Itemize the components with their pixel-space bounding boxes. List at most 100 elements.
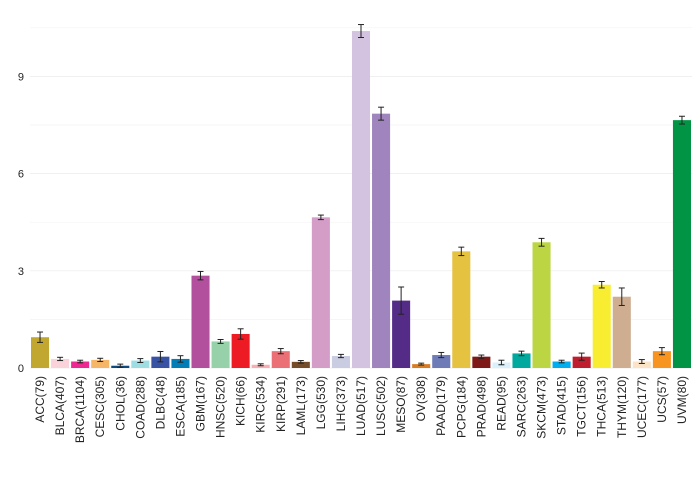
bar	[351, 31, 371, 368]
bar	[392, 300, 411, 368]
x-tick-label: LUSC(502)	[374, 376, 388, 436]
bar	[572, 356, 591, 368]
x-tick-label: READ(95)	[494, 376, 508, 431]
error-bar	[398, 286, 405, 315]
error-bar	[658, 347, 665, 356]
bar	[331, 356, 350, 368]
x-tick-label: BLCA(407)	[53, 376, 67, 435]
error-bar	[618, 287, 625, 306]
bar	[271, 351, 290, 368]
error-bar	[197, 270, 204, 281]
error-bar	[97, 357, 104, 363]
x-tick-label: PCPG(184)	[454, 376, 468, 438]
y-tick-label: 0	[18, 363, 24, 375]
x-tick-label: PAAD(179)	[434, 376, 448, 436]
x-tick-label: LIHC(373)	[334, 376, 348, 431]
x-tick-label: CESC(305)	[93, 376, 107, 437]
x-tick-label: PRAD(498)	[474, 376, 488, 437]
error-bar	[678, 115, 685, 125]
error-bar	[638, 359, 645, 364]
x-axis-labels: ACC(79) BLCA(407) BRCA(1104) CESC(305) CHOL(…	[33, 376, 689, 443]
error-bar	[598, 280, 605, 289]
bar	[291, 361, 310, 368]
x-tick-label: KICH(66)	[234, 376, 248, 426]
error-bar	[578, 352, 585, 361]
x-tick-label: SKCM(473)	[535, 376, 549, 439]
x-tick-label: STAD(415)	[555, 376, 569, 435]
bar	[652, 351, 671, 368]
bar	[51, 358, 70, 368]
bar	[592, 284, 611, 368]
bar	[71, 361, 90, 368]
error-bar	[277, 348, 284, 355]
x-tick-label: ACC(79)	[33, 376, 47, 423]
error-bar	[538, 237, 545, 247]
bar	[211, 341, 230, 368]
x-tick-label: UCS(57)	[655, 376, 669, 423]
x-tick-label: BRCA(1104)	[73, 376, 87, 443]
x-tick-label: KIRC(534)	[254, 376, 268, 433]
error-bar	[458, 246, 465, 257]
bar	[412, 364, 431, 368]
error-bar	[478, 354, 485, 359]
error-bar	[358, 24, 364, 39]
error-bar	[317, 214, 324, 221]
bar	[372, 113, 391, 368]
error-bar	[157, 350, 164, 363]
x-tick-label: SARC(263)	[514, 376, 528, 437]
error-bars	[37, 24, 685, 368]
x-tick-label: DLBC(48)	[153, 376, 167, 429]
error-bar	[438, 351, 445, 359]
error-bar	[237, 328, 244, 340]
bar	[472, 356, 491, 368]
x-tick-label: UVM(80)	[675, 376, 689, 424]
bar	[91, 359, 110, 368]
bar	[31, 337, 50, 368]
x-tick-label: LUAD(517)	[354, 376, 368, 436]
bar	[432, 355, 451, 368]
bars	[31, 31, 691, 368]
y-tick-label: 6	[18, 169, 24, 181]
error-bar	[418, 362, 425, 366]
y-tick-label: 3	[18, 266, 24, 278]
bar	[512, 353, 531, 368]
bar	[251, 364, 270, 368]
error-bar	[117, 363, 124, 368]
bar	[311, 217, 330, 368]
bar	[612, 296, 631, 368]
bar	[171, 358, 190, 368]
error-bar	[498, 359, 505, 366]
bar	[672, 120, 691, 368]
bar	[532, 242, 551, 368]
error-bar	[217, 338, 224, 344]
error-bar	[297, 360, 304, 364]
x-tick-label: THYM(120)	[615, 376, 629, 438]
bar	[231, 333, 250, 368]
bar	[452, 251, 471, 368]
x-tick-label: LAML(173)	[294, 376, 308, 435]
bar	[191, 275, 210, 368]
x-tick-label: GBM(167)	[194, 376, 208, 431]
x-tick-label: MESO(87)	[394, 376, 408, 433]
bar	[632, 361, 651, 368]
x-tick-label: OV(308)	[414, 376, 428, 421]
error-bar	[257, 363, 264, 367]
error-bar	[57, 356, 64, 362]
error-bar	[518, 350, 525, 357]
bar	[552, 361, 571, 368]
x-tick-label: LGG(530)	[314, 376, 328, 429]
x-tick-label: HNSC(520)	[214, 376, 228, 438]
x-tick-label: COAD(288)	[133, 376, 147, 439]
error-bar	[177, 355, 184, 363]
error-bar	[77, 359, 84, 364]
x-tick-label: TGCT(156)	[575, 376, 589, 437]
x-tick-label: UCEC(177)	[635, 376, 649, 438]
x-tick-label: THCA(513)	[595, 376, 609, 437]
x-tick-label: CHOL(36)	[113, 376, 127, 431]
error-bar	[37, 331, 44, 343]
bar	[131, 360, 150, 368]
x-tick-label: ESCA(185)	[173, 376, 187, 437]
error-bar	[558, 359, 565, 364]
y-tick-label: 9	[18, 71, 24, 83]
